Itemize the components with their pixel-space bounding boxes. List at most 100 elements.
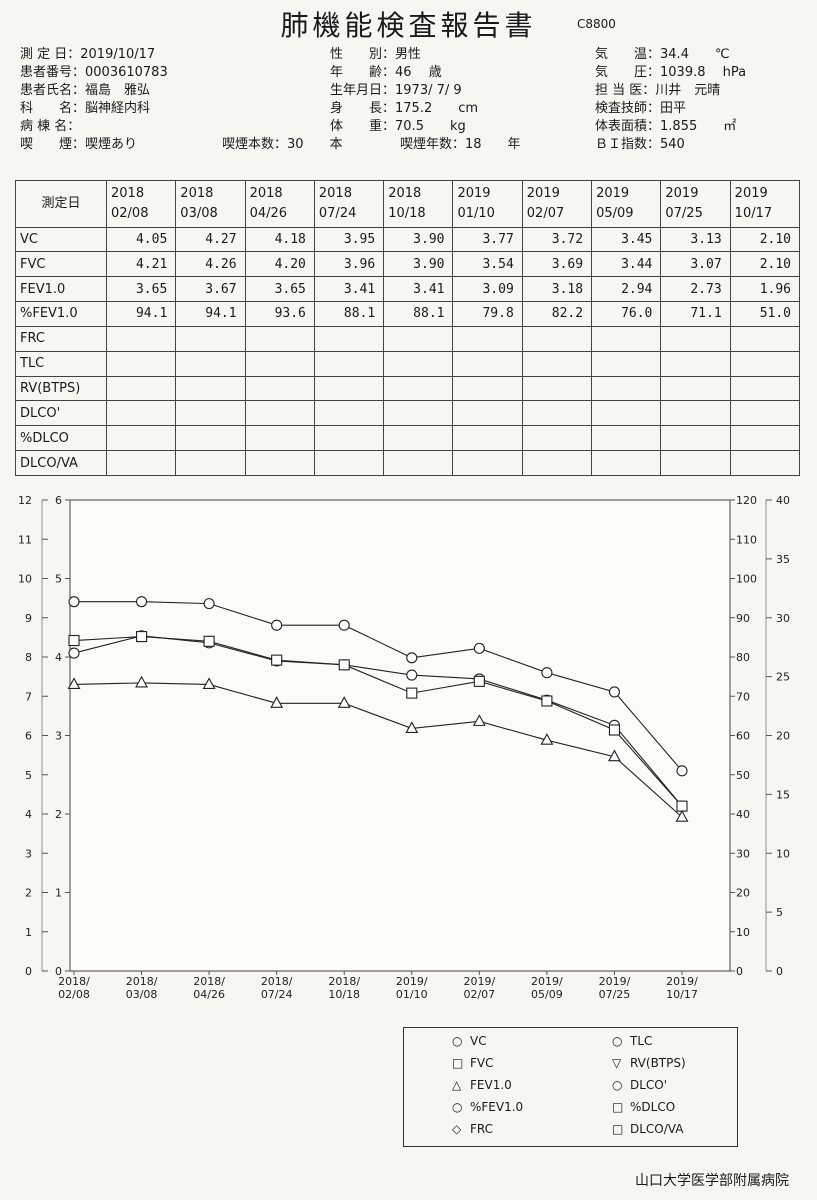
table-cell: 71.1 <box>660 301 731 327</box>
table-cell <box>175 350 246 377</box>
table-cell <box>383 450 454 476</box>
x-tick-label: 07/25 <box>599 988 631 1001</box>
tech-row: 検査技師：田平 <box>595 101 687 116</box>
pressure: 1039.8 hPa <box>660 65 747 80</box>
table-cell: 3.65 <box>105 276 177 303</box>
bsa-row: 体表面積：1.855 ㎡ <box>595 119 737 134</box>
right-outer-tick-label: 0 <box>776 965 783 978</box>
table-cell <box>660 350 731 377</box>
date-header-cell: 2019 01/10 <box>452 180 523 228</box>
left-outer-tick-label: 0 <box>25 965 32 978</box>
table-cell: 4.20 <box>244 251 315 278</box>
table-cell: 4.21 <box>105 251 177 278</box>
hospital-name: 山口大学医学部附属病院 <box>635 1173 789 1189</box>
table-cell <box>521 400 593 427</box>
table-row: DLCO/VA <box>15 450 801 476</box>
point-fvc <box>338 659 350 671</box>
legend-label: %FEV1.0 <box>470 1100 524 1114</box>
point-fvc <box>136 631 148 643</box>
row-label: %FEV1.0 <box>15 301 107 327</box>
table-cell <box>729 425 801 452</box>
table-cell <box>660 325 731 352</box>
date-header-cell: 2018 10/18 <box>383 180 454 228</box>
department-row: 科 名：脳神経内科 <box>20 101 151 116</box>
left-outer-tick-label: 3 <box>25 847 32 860</box>
table-cell <box>729 400 801 427</box>
table-cell <box>452 325 523 352</box>
row-label: FRC <box>15 325 107 352</box>
point-fvc <box>271 654 283 666</box>
point-fev10 <box>540 733 554 745</box>
weight: 70.5 kg <box>395 119 466 134</box>
table-cell <box>729 325 801 352</box>
table-cell <box>105 425 177 452</box>
legend-label: RV(BTPS) <box>630 1056 686 1070</box>
table-cell <box>105 450 177 476</box>
x-tick-label: 01/10 <box>396 988 428 1001</box>
table-cell <box>383 325 454 352</box>
age-row: 年 齢：46 歳 <box>330 65 442 80</box>
table-cell <box>105 375 177 402</box>
table-cell: 3.95 <box>313 226 385 253</box>
date-year: 2019 <box>596 185 630 201</box>
table-cell <box>591 425 662 452</box>
table-cell <box>244 400 315 427</box>
legend-item: ▽ RV(BTPS) <box>612 1056 686 1070</box>
table-cell <box>244 450 315 476</box>
left-outer-tick-label: 5 <box>25 769 32 782</box>
table-row: VC 4.05 4.27 4.18 3.95 3.90 3.77 3.72 3.45 3.13 2.… <box>15 226 801 253</box>
date-year: 2018 <box>249 185 283 201</box>
table-cell: 3.90 <box>383 226 454 253</box>
table-cell <box>591 325 662 352</box>
point-fev10 <box>136 596 148 608</box>
table-cell <box>591 350 662 377</box>
table-cell: 88.1 <box>313 301 385 327</box>
row-label: FEV1.0 <box>15 276 107 303</box>
table-cell: 3.72 <box>521 226 593 253</box>
right-outer-tick-label: 10 <box>776 847 790 860</box>
point-fvc <box>541 695 553 707</box>
left-inner-tick-label: 0 <box>55 965 62 978</box>
left-inner-tick-label: 4 <box>55 651 62 664</box>
table-cell <box>313 325 385 352</box>
left-outer-tick-label: 9 <box>25 612 32 625</box>
legend-item: □ DLCO/VA <box>612 1122 683 1136</box>
age: 46 歳 <box>395 65 442 80</box>
table-cell <box>660 425 731 452</box>
table-cell <box>383 350 454 377</box>
left-inner-tick-label: 2 <box>55 808 62 821</box>
right-inner-tick-label: 100 <box>736 573 757 586</box>
x-tick-label: 02/08 <box>58 988 90 1001</box>
date-header-row: 測定日 2018 02/08 2018 03/08 2018 04/26 2018 07/24 2… <box>15 180 801 228</box>
table-cell <box>660 400 731 427</box>
table-cell: 93.6 <box>244 301 315 327</box>
point-vc <box>406 669 418 681</box>
table-cell <box>591 450 662 476</box>
legend-item: ○ DLCO' <box>612 1078 667 1092</box>
date-header-label: 測定日 <box>15 180 107 228</box>
measure-date: 2019/10/17 <box>80 47 156 62</box>
date-header-cell: 2019 10/17 <box>729 180 801 228</box>
legend-marker-icon: △ <box>452 1078 462 1092</box>
table-cell <box>452 425 523 452</box>
right-inner-tick-label: 50 <box>736 769 750 782</box>
table-cell <box>452 375 523 402</box>
left-inner-tick-label: 3 <box>55 730 62 743</box>
legend-label: FEV1.0 <box>470 1078 512 1092</box>
table-cell <box>383 400 454 427</box>
table-cell: 3.77 <box>452 226 523 253</box>
table-cell: 1.96 <box>729 276 801 303</box>
technician: 田平 <box>660 101 687 116</box>
table-cell <box>105 350 177 377</box>
point-fev10 <box>271 619 283 631</box>
date-year: 2018 <box>111 185 145 201</box>
table-cell <box>521 450 593 476</box>
right-inner-tick-label: 10 <box>736 926 750 939</box>
date-monthday: 10/17 <box>734 205 773 221</box>
table-cell: 4.05 <box>105 226 177 253</box>
point-fev10 <box>202 677 216 690</box>
table-cell: 3.67 <box>175 276 246 303</box>
right-inner-tick-label: 70 <box>736 690 750 703</box>
table-row: FVC 4.21 4.26 4.20 3.96 3.90 3.54 3.69 3.44 3.07 2… <box>15 251 801 278</box>
right-inner-tick-label: 90 <box>736 612 750 625</box>
